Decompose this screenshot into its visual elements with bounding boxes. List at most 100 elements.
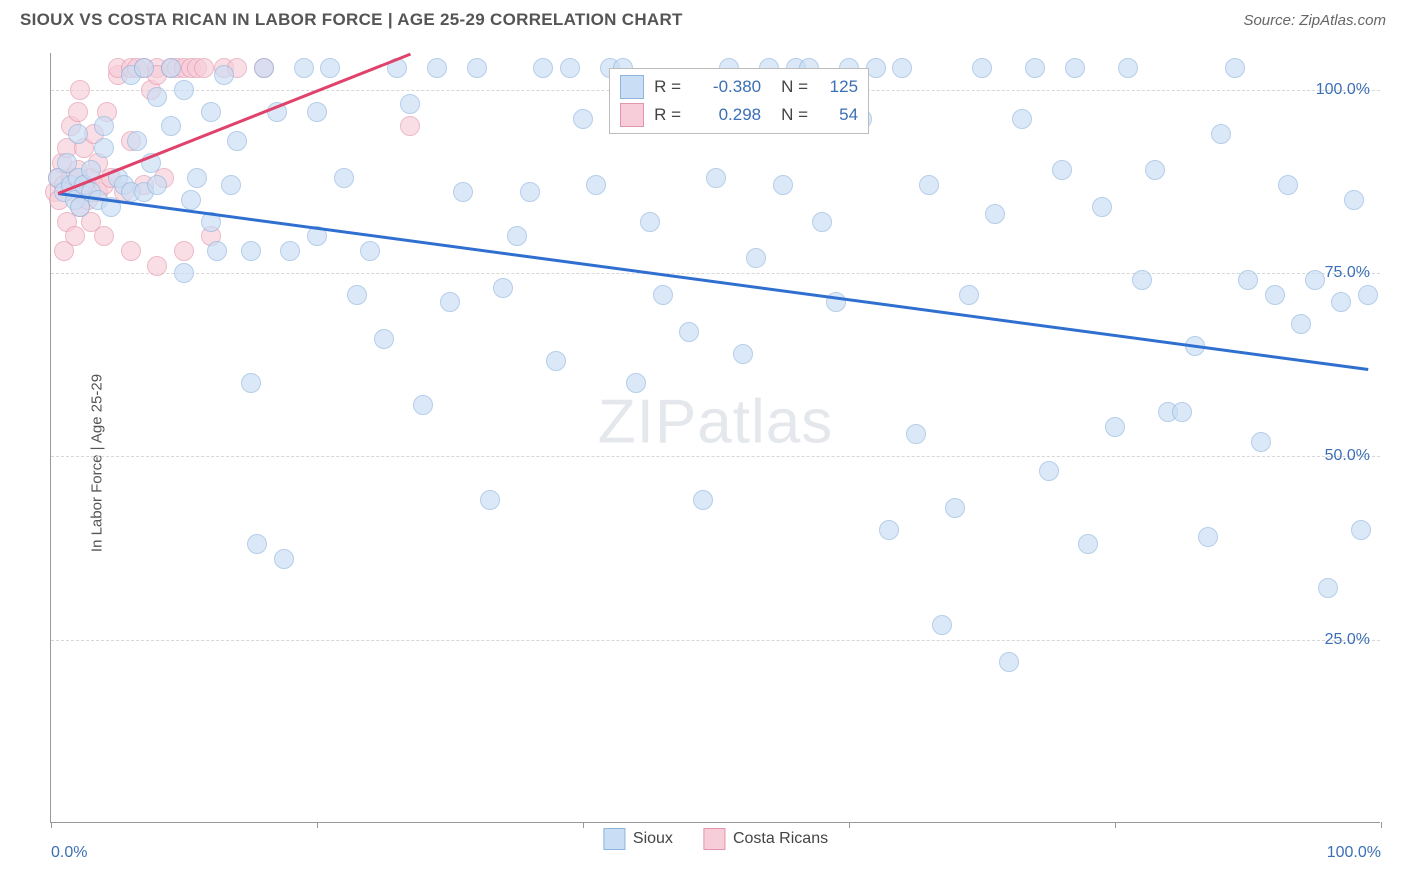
- scatter-point: [773, 175, 793, 195]
- scatter-point: [68, 124, 88, 144]
- scatter-point: [147, 175, 167, 195]
- x-tick-mark: [583, 822, 584, 828]
- legend-swatch: [703, 828, 725, 850]
- scatter-point: [985, 204, 1005, 224]
- scatter-point: [1198, 527, 1218, 547]
- stats-box: R = -0.380 N = 125R = 0.298 N = 54: [609, 68, 869, 134]
- scatter-point: [480, 490, 500, 510]
- chart-header: SIOUX VS COSTA RICAN IN LABOR FORCE | AG…: [0, 0, 1406, 38]
- scatter-point: [679, 322, 699, 342]
- scatter-point: [493, 278, 513, 298]
- scatter-point: [280, 241, 300, 261]
- chart-title: SIOUX VS COSTA RICAN IN LABOR FORCE | AG…: [20, 10, 683, 30]
- scatter-point: [440, 292, 460, 312]
- y-tick-label: 50.0%: [1325, 447, 1370, 465]
- scatter-point: [706, 168, 726, 188]
- legend: Sioux Costa Ricans: [603, 828, 828, 850]
- scatter-point: [1052, 160, 1072, 180]
- scatter-point: [360, 241, 380, 261]
- gridline-h: [51, 273, 1380, 274]
- scatter-point: [247, 534, 267, 554]
- scatter-point: [1358, 285, 1378, 305]
- legend-swatch: [620, 103, 644, 127]
- scatter-point: [1105, 417, 1125, 437]
- scatter-point: [294, 58, 314, 78]
- x-tick-mark: [51, 822, 52, 828]
- scatter-point: [892, 58, 912, 78]
- scatter-point: [214, 65, 234, 85]
- y-tick-label: 25.0%: [1325, 631, 1370, 649]
- x-tick-mark: [1381, 822, 1382, 828]
- legend-label: Costa Ricans: [733, 830, 828, 848]
- scatter-point: [307, 102, 327, 122]
- scatter-point: [533, 58, 553, 78]
- scatter-point: [906, 424, 926, 444]
- scatter-point: [194, 58, 214, 78]
- scatter-point: [174, 80, 194, 100]
- scatter-point: [1025, 58, 1045, 78]
- legend-item: Sioux: [603, 828, 673, 850]
- x-tick-mark: [849, 822, 850, 828]
- scatter-point: [1225, 58, 1245, 78]
- scatter-point: [1318, 578, 1338, 598]
- y-tick-label: 75.0%: [1325, 264, 1370, 282]
- scatter-point: [1211, 124, 1231, 144]
- trend-line: [57, 192, 1367, 371]
- scatter-point: [1344, 190, 1364, 210]
- scatter-point: [626, 373, 646, 393]
- scatter-point: [1251, 432, 1271, 452]
- legend-swatch: [620, 75, 644, 99]
- scatter-point: [1291, 314, 1311, 334]
- scatter-point: [1278, 175, 1298, 195]
- scatter-point: [127, 131, 147, 151]
- scatter-point: [879, 520, 899, 540]
- scatter-point: [1331, 292, 1351, 312]
- scatter-point: [507, 226, 527, 246]
- legend-item: Costa Ricans: [703, 828, 828, 850]
- scatter-point: [320, 58, 340, 78]
- y-tick-label: 100.0%: [1316, 81, 1370, 99]
- scatter-point: [221, 175, 241, 195]
- scatter-point: [640, 212, 660, 232]
- scatter-point: [1039, 461, 1059, 481]
- scatter-point: [174, 241, 194, 261]
- x-tick-mark: [317, 822, 318, 828]
- scatter-point: [467, 58, 487, 78]
- scatter-point: [94, 226, 114, 246]
- scatter-point: [427, 58, 447, 78]
- scatter-point: [560, 58, 580, 78]
- scatter-point: [68, 102, 88, 122]
- scatter-point: [187, 168, 207, 188]
- scatter-point: [1172, 402, 1192, 422]
- scatter-point: [374, 329, 394, 349]
- plot-area: ZIPatlas 25.0%50.0%75.0%100.0%0.0%100.0%…: [50, 53, 1380, 823]
- scatter-point: [972, 58, 992, 78]
- scatter-point: [573, 109, 593, 129]
- scatter-point: [746, 248, 766, 268]
- scatter-point: [65, 226, 85, 246]
- chart-source: Source: ZipAtlas.com: [1243, 12, 1386, 29]
- scatter-point: [1351, 520, 1371, 540]
- x-tick-label: 0.0%: [51, 844, 87, 862]
- scatter-point: [546, 351, 566, 371]
- scatter-point: [1132, 270, 1152, 290]
- scatter-point: [693, 490, 713, 510]
- x-tick-mark: [1115, 822, 1116, 828]
- scatter-point: [400, 116, 420, 136]
- scatter-point: [1305, 270, 1325, 290]
- scatter-point: [959, 285, 979, 305]
- scatter-point: [241, 373, 261, 393]
- scatter-point: [347, 285, 367, 305]
- scatter-point: [1078, 534, 1098, 554]
- scatter-point: [1065, 58, 1085, 78]
- scatter-point: [1012, 109, 1032, 129]
- scatter-point: [1145, 160, 1165, 180]
- scatter-point: [1092, 197, 1112, 217]
- scatter-point: [453, 182, 473, 202]
- scatter-point: [174, 263, 194, 283]
- scatter-point: [400, 94, 420, 114]
- scatter-point: [161, 116, 181, 136]
- stats-row: R = -0.380 N = 125: [620, 73, 858, 101]
- scatter-point: [586, 175, 606, 195]
- chart-container: In Labor Force | Age 25-29 ZIPatlas 25.0…: [0, 38, 1406, 888]
